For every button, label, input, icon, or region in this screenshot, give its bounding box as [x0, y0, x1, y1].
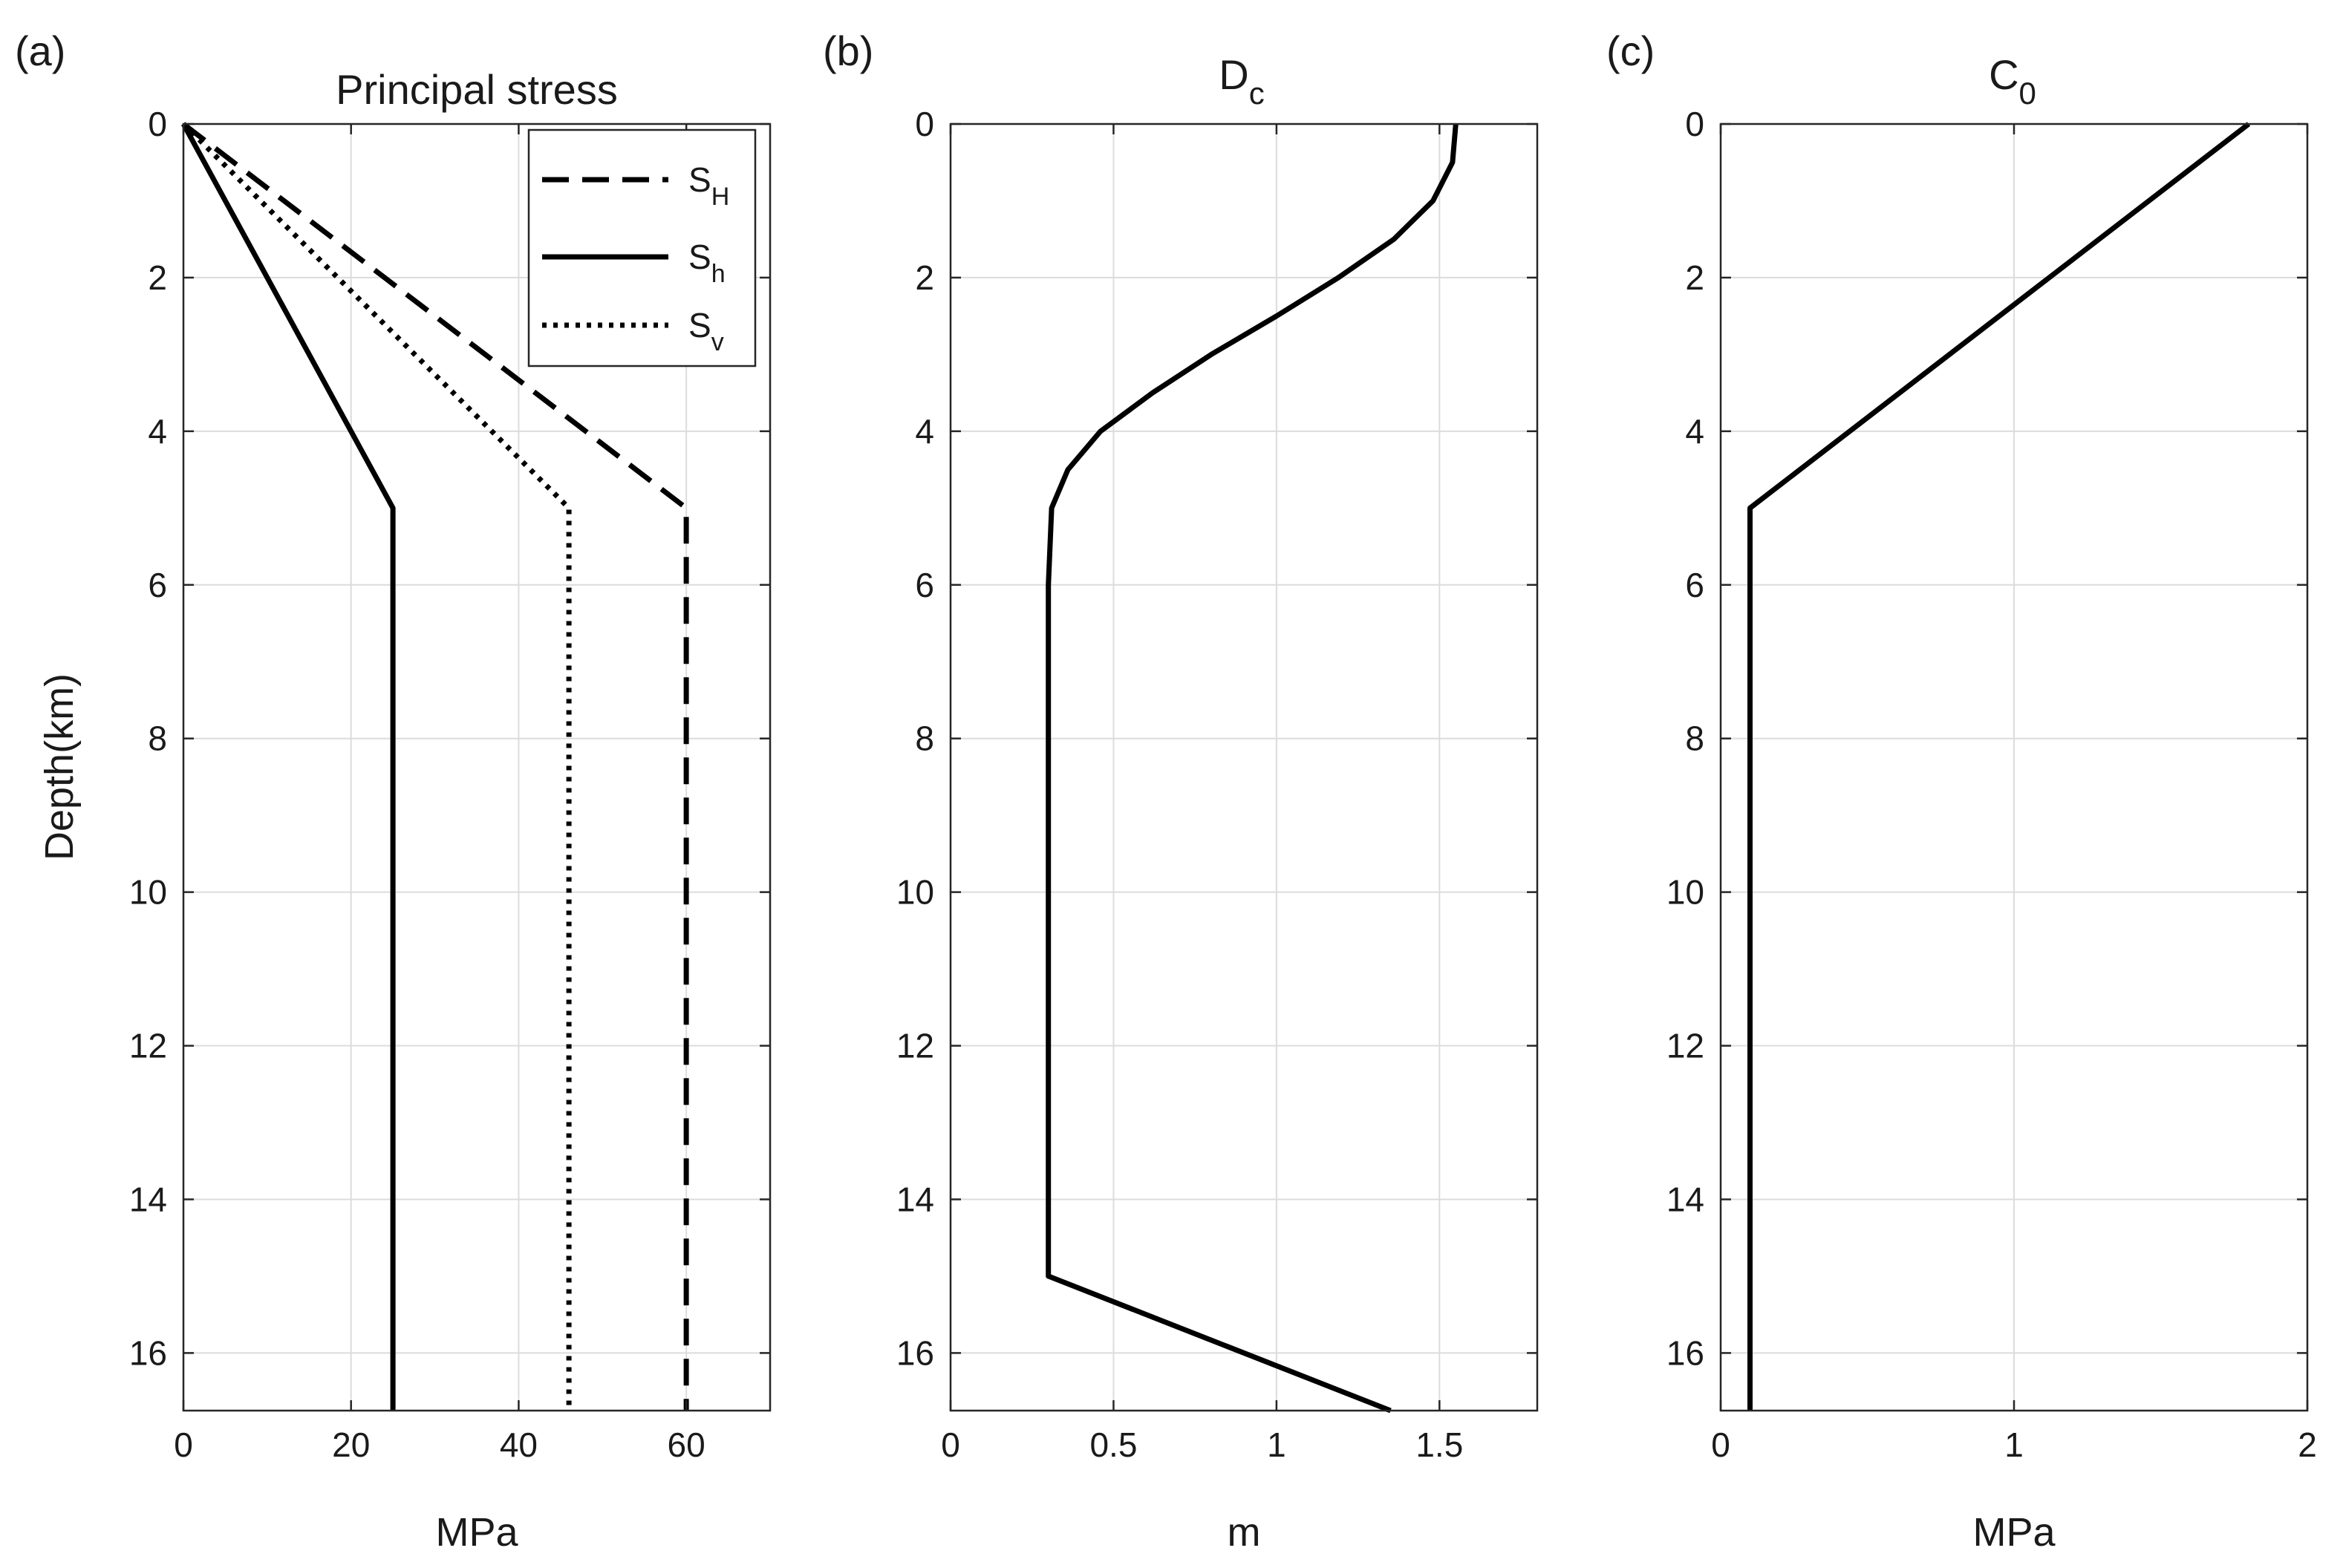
y-tick-label: 8 — [915, 719, 934, 758]
plot-frame-b — [949, 122, 1539, 1412]
series-a — [180, 122, 689, 1411]
y-tick-label: 12 — [1666, 1027, 1704, 1065]
legend: SH Sh Sv — [527, 128, 757, 368]
x-axis-label-a: MPa — [435, 1510, 518, 1555]
y-tick-label: 8 — [1685, 719, 1704, 758]
series-line-s-h — [180, 122, 396, 1411]
y-tick-label: 10 — [896, 873, 934, 912]
series-line-dc — [1046, 123, 1459, 1414]
x-tick-label: 1 — [2004, 1425, 2024, 1464]
y-tick-label: 2 — [148, 258, 167, 297]
panel-label-b: (b) — [823, 27, 873, 74]
y-tick-label: 0 — [915, 105, 934, 143]
series-line-s-h — [181, 122, 689, 1411]
y-tick-label: 4 — [1685, 412, 1704, 451]
y-tick-label: 0 — [148, 105, 167, 143]
ticks-a: 0 20 40 60 0 2 4 6 8 10 12 14 16 — [129, 105, 770, 1464]
panel-b: (b) Dc 0 0.5 1 1.5 0 2 4 6 8 10 12 14 16 m — [823, 27, 1539, 1555]
y-tick-label: 10 — [1666, 873, 1704, 912]
x-tick-label: 0.5 — [1089, 1425, 1137, 1464]
y-tick-label: 10 — [129, 873, 167, 912]
x-tick-label: 0 — [174, 1425, 193, 1464]
chart-title-a: Principal stress — [336, 66, 618, 113]
chart-title-b: Dc — [1219, 51, 1264, 111]
y-tick-label: 12 — [129, 1027, 167, 1065]
x-tick-label: 0 — [1711, 1425, 1730, 1464]
grid-b — [950, 123, 1537, 1411]
y-tick-label: 6 — [915, 566, 934, 604]
y-axis-label-a: Depth(km) — [37, 673, 82, 860]
series-b — [1046, 123, 1459, 1414]
x-tick-label: 1.5 — [1415, 1425, 1463, 1464]
x-tick-label: 1 — [1267, 1425, 1286, 1464]
legend-entry-s-h-lower: Sh — [688, 238, 726, 288]
x-tick-label: 60 — [668, 1425, 705, 1464]
y-tick-label: 16 — [896, 1333, 934, 1372]
y-tick-label: 14 — [896, 1180, 934, 1218]
x-tick-label: 20 — [332, 1425, 370, 1464]
panel-a: (a) Principal stress 0 20 40 60 0 2 4 6 8 10 12 14 1… — [15, 27, 772, 1555]
legend-entry-s-h-upper: SH — [688, 160, 729, 211]
y-tick-label: 6 — [148, 566, 167, 604]
series-line-s-v — [181, 122, 572, 1411]
panel-label-a: (a) — [15, 27, 65, 74]
y-tick-label: 4 — [148, 412, 167, 451]
series-line-c0 — [1747, 122, 2251, 1411]
x-tick-label: 40 — [500, 1425, 538, 1464]
y-tick-label: 0 — [1685, 105, 1704, 143]
ticks-b: 0 0.5 1 1.5 0 2 4 6 8 10 12 14 16 — [896, 105, 1537, 1464]
x-tick-label: 2 — [2298, 1425, 2317, 1464]
y-tick-label: 16 — [129, 1333, 167, 1372]
x-axis-label-b: m — [1228, 1510, 1261, 1555]
y-tick-label: 2 — [1685, 258, 1704, 297]
x-axis-label-c: MPa — [1972, 1510, 2056, 1555]
y-tick-label: 8 — [148, 719, 167, 758]
plot-frame-a — [182, 122, 772, 1412]
y-tick-label: 14 — [129, 1180, 167, 1218]
panel-label-c: (c) — [1606, 27, 1655, 74]
grid-c — [1720, 123, 2308, 1411]
y-tick-label: 14 — [1666, 1180, 1704, 1218]
y-tick-label: 12 — [896, 1027, 934, 1065]
y-tick-label: 2 — [915, 258, 934, 297]
y-tick-label: 16 — [1666, 1333, 1704, 1372]
series-c — [1747, 122, 2251, 1411]
y-tick-label: 6 — [1685, 566, 1704, 604]
x-tick-label: 0 — [941, 1425, 960, 1464]
y-tick-label: 4 — [915, 412, 934, 451]
chart-title-c: C0 — [1989, 51, 2036, 111]
legend-entry-s-v: Sv — [688, 306, 724, 356]
